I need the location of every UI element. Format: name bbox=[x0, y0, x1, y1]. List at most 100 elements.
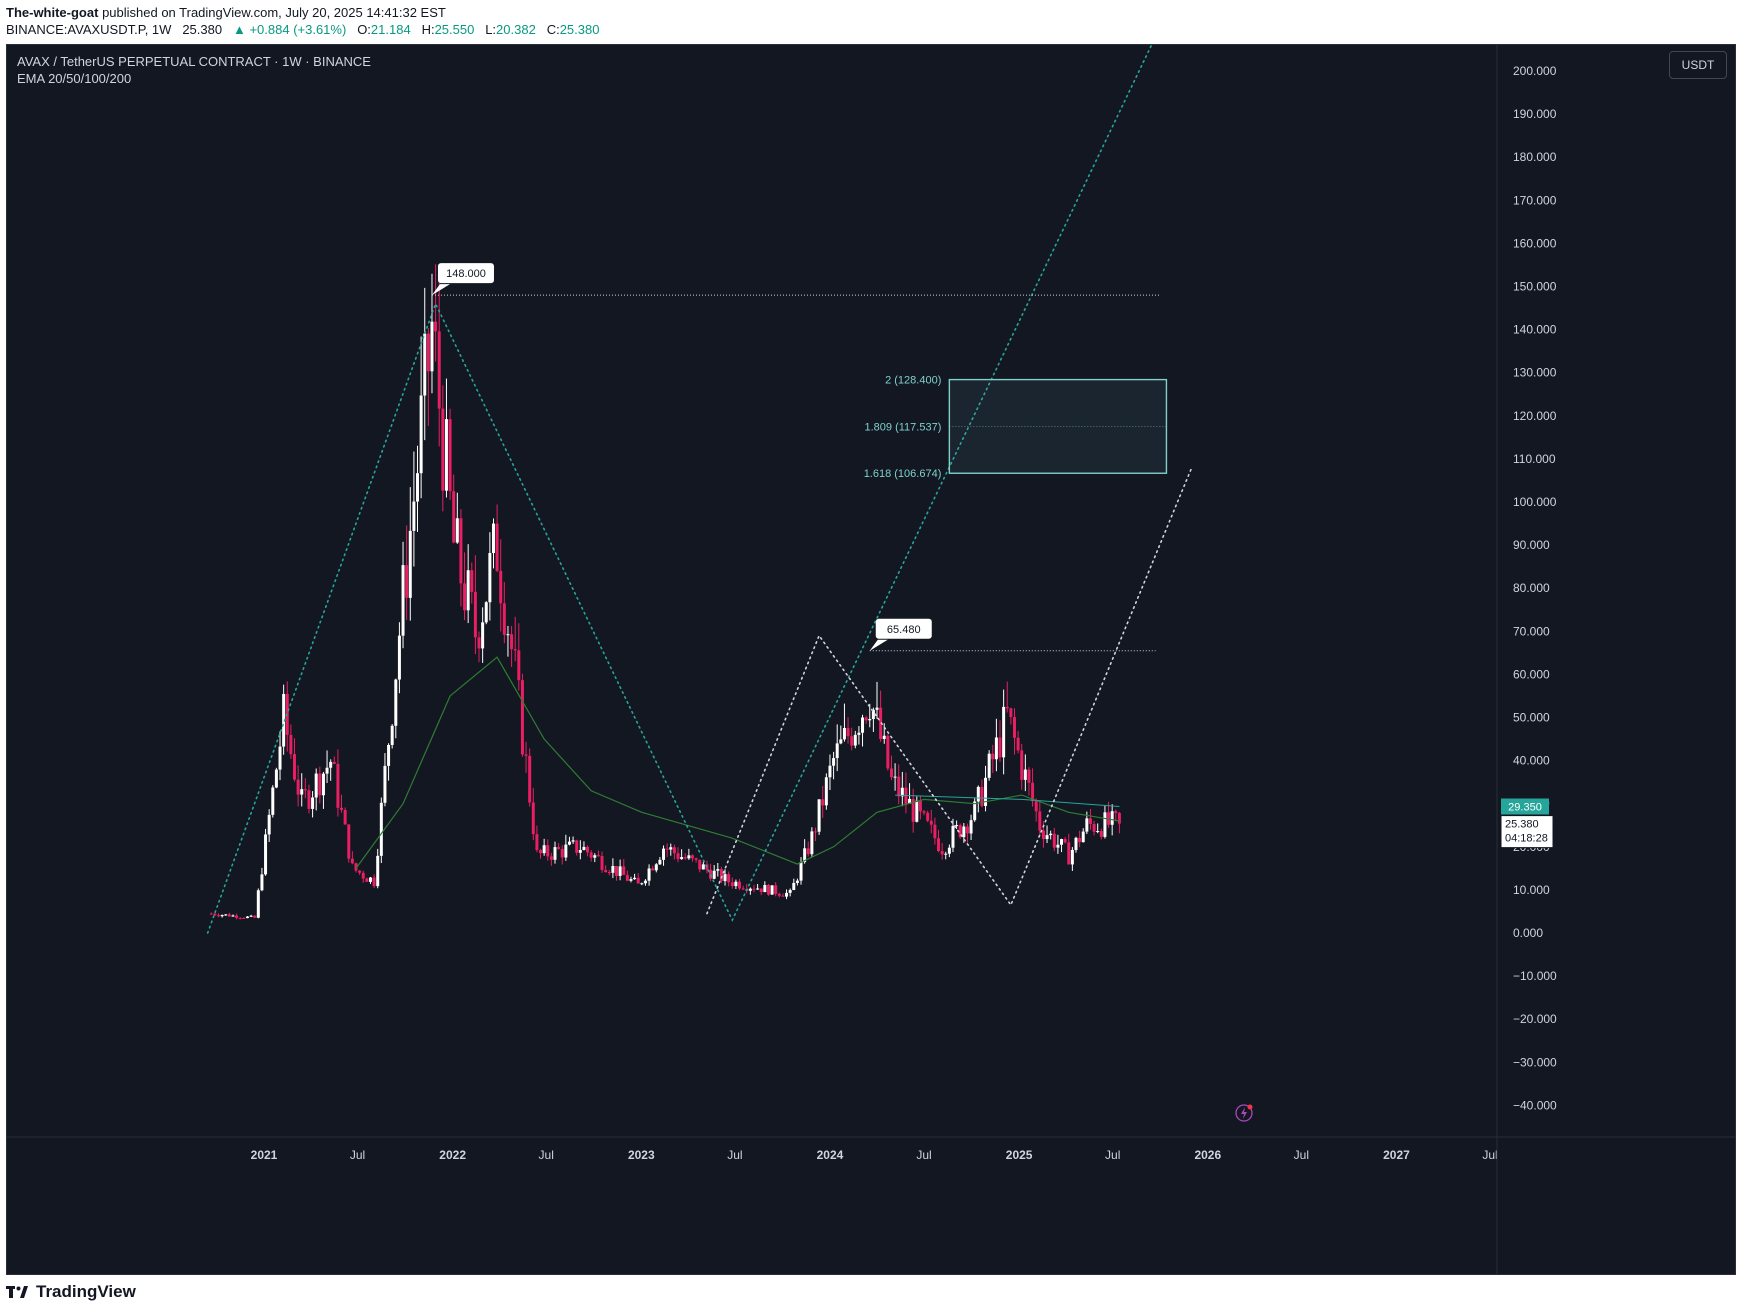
candle-body bbox=[774, 885, 778, 894]
candle-body bbox=[955, 825, 959, 827]
callout-148-box bbox=[437, 263, 494, 284]
candle-body bbox=[325, 767, 329, 774]
callout-65-pointer bbox=[869, 639, 888, 651]
candle-body bbox=[318, 773, 322, 796]
candle-body bbox=[1117, 812, 1121, 824]
candle-body bbox=[567, 841, 571, 845]
candle-body bbox=[463, 583, 467, 611]
last-price: 25.380 bbox=[182, 22, 223, 37]
candle-body bbox=[875, 707, 879, 710]
author-name[interactable]: The-white-goat bbox=[6, 5, 99, 20]
candle-body bbox=[589, 852, 593, 858]
candle-body bbox=[785, 892, 789, 897]
candle-body bbox=[307, 790, 311, 809]
candle-body bbox=[593, 855, 597, 858]
y-axis-tick-label: 80.000 bbox=[1513, 581, 1550, 595]
x-axis-tick-label: Jul bbox=[1105, 1148, 1120, 1162]
candle-body bbox=[557, 847, 561, 849]
candle-body bbox=[857, 732, 861, 735]
candle-body bbox=[604, 869, 608, 873]
candle-body bbox=[922, 811, 926, 813]
candle-body bbox=[401, 565, 405, 636]
y-axis-tick-label: 40.000 bbox=[1513, 754, 1550, 768]
candle-body bbox=[615, 865, 619, 876]
candle-body bbox=[897, 776, 901, 797]
lightning-bolt-icon bbox=[1241, 1107, 1247, 1119]
candle-body bbox=[828, 765, 832, 778]
candle-body bbox=[864, 717, 868, 721]
candle-body bbox=[224, 914, 228, 916]
close-value: 25.380 bbox=[559, 22, 600, 37]
candle-body bbox=[622, 866, 626, 875]
candle-body bbox=[1085, 818, 1089, 832]
y-axis-tick-label: 180.000 bbox=[1513, 150, 1557, 164]
candle-body bbox=[701, 864, 705, 870]
chart-pane[interactable]: 200.000 190.000 180.000 170.000 160.000 150.0… bbox=[6, 44, 1736, 1275]
candle-body bbox=[434, 321, 438, 332]
candle-body bbox=[842, 727, 846, 740]
currency-button[interactable]: USDT bbox=[1669, 51, 1727, 79]
candle-body bbox=[654, 864, 658, 871]
candle-body bbox=[264, 834, 268, 875]
candle-body bbox=[542, 845, 546, 854]
candle-body bbox=[329, 761, 333, 768]
candle-body bbox=[491, 523, 495, 554]
candle-body bbox=[980, 786, 984, 806]
callout-65-box bbox=[875, 618, 932, 639]
candle-body bbox=[690, 855, 694, 859]
candle-body bbox=[1023, 769, 1027, 780]
candle-body bbox=[596, 855, 600, 857]
candle-body bbox=[1031, 782, 1035, 802]
candle-body bbox=[1099, 831, 1103, 837]
x-axis-tick-label: Jul bbox=[539, 1148, 554, 1162]
y-axis-tick-label: −20.000 bbox=[1513, 1012, 1557, 1026]
candle-body bbox=[242, 917, 246, 919]
candle-body bbox=[788, 890, 792, 893]
callout-65-text: 65.480 bbox=[887, 624, 921, 636]
candle-body bbox=[1027, 769, 1031, 783]
candle-body bbox=[419, 395, 423, 474]
indicator-label[interactable]: EMA 20/50/100/200 bbox=[17, 71, 132, 86]
candle-body bbox=[412, 501, 416, 531]
candle-body bbox=[1096, 831, 1100, 833]
price-chart[interactable]: 200.000 190.000 180.000 170.000 160.000 150.0… bbox=[7, 45, 1735, 1274]
candle-body bbox=[687, 855, 691, 859]
open-label: O: bbox=[357, 22, 371, 37]
candle-body bbox=[763, 884, 767, 893]
candle-body bbox=[1016, 737, 1020, 751]
candle-body bbox=[455, 518, 459, 543]
y-axis-tick-label: 190.000 bbox=[1513, 107, 1557, 121]
candle-body bbox=[586, 846, 590, 853]
candle-body bbox=[683, 857, 687, 859]
candle-body bbox=[477, 637, 481, 649]
candle-body bbox=[1009, 708, 1013, 718]
candle-body bbox=[376, 855, 380, 887]
y-axis-tick-label: 50.000 bbox=[1513, 711, 1550, 725]
candle-body bbox=[499, 570, 503, 604]
candle-body bbox=[383, 765, 387, 803]
candle-body bbox=[459, 518, 463, 584]
candle-body bbox=[799, 862, 803, 881]
candle-body bbox=[1005, 706, 1009, 709]
candle-body bbox=[908, 798, 912, 804]
symbol-title[interactable]: AVAX / TetherUS PERPETUAL CONTRACT · 1W … bbox=[17, 54, 371, 69]
candle-body bbox=[940, 851, 944, 855]
y-axis-tick-label: 0.000 bbox=[1513, 926, 1543, 940]
candle-body bbox=[846, 727, 850, 737]
candle-body bbox=[571, 840, 575, 842]
candle-body bbox=[777, 893, 781, 896]
candle-body bbox=[636, 877, 640, 884]
candle-body bbox=[303, 789, 307, 791]
fib-level-label: 1.618 (106.674) bbox=[864, 468, 942, 480]
candle-body bbox=[549, 856, 553, 860]
candle-body bbox=[911, 798, 915, 822]
candle-body bbox=[756, 888, 760, 890]
y-axis-tick-label: 110.000 bbox=[1513, 452, 1556, 466]
candle-body bbox=[217, 915, 221, 917]
x-axis-tick-label: Jul bbox=[350, 1148, 365, 1162]
low-value: 20.382 bbox=[496, 22, 536, 37]
trend-line bbox=[706, 466, 1193, 915]
candle-body bbox=[423, 333, 427, 396]
candle-body bbox=[944, 853, 948, 855]
candle-body bbox=[466, 570, 470, 611]
